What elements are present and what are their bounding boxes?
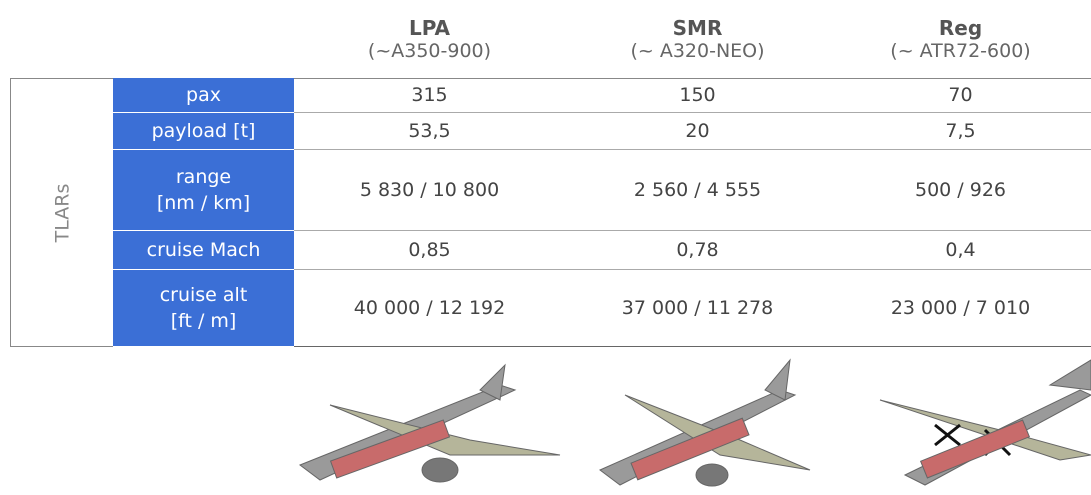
column-header: LPA (~A350-900) xyxy=(294,0,565,78)
table-cell: 0,78 xyxy=(565,231,830,270)
row-label-line: pax xyxy=(186,84,221,106)
row-label: pax xyxy=(113,78,294,113)
row-label-line: [ft / m] xyxy=(170,310,237,332)
table-cell: 70 xyxy=(830,78,1091,113)
table-cell: 0,85 xyxy=(294,231,565,270)
table-cell: 7,5 xyxy=(830,113,1091,150)
table-cell: 150 xyxy=(565,78,830,113)
cell-value: 5 830 / 10 800 xyxy=(359,179,500,201)
table-cell: 315 xyxy=(294,78,565,113)
column-header: Reg (~ ATR72-600) xyxy=(830,0,1091,78)
cell-value: 23 000 / 7 010 xyxy=(890,297,1031,319)
table-top-border xyxy=(113,78,1091,79)
row-label-line: cruise alt xyxy=(159,284,248,306)
column-title: LPA xyxy=(408,16,451,40)
column-title: Reg xyxy=(938,16,983,40)
cell-value: 2 560 / 4 555 xyxy=(633,179,762,201)
row-label: cruise alt [ft / m] xyxy=(113,270,294,347)
table-cell: 0,4 xyxy=(830,231,1091,270)
aircraft-images xyxy=(298,358,1091,487)
column-title: SMR xyxy=(672,16,723,40)
table-cell: 20 xyxy=(565,113,830,150)
cell-value: 0,4 xyxy=(945,239,976,261)
table-cell: 40 000 / 12 192 xyxy=(294,270,565,347)
cell-value: 20 xyxy=(685,120,710,142)
row-label-line: [nm / km] xyxy=(156,192,251,214)
row-label-line: payload [t] xyxy=(151,120,256,142)
cell-value: 70 xyxy=(948,84,973,106)
cell-value: 0,85 xyxy=(408,239,451,261)
aircraft-lpa xyxy=(298,363,561,483)
cell-value: 53,5 xyxy=(408,120,451,142)
row-label: cruise Mach xyxy=(113,231,294,270)
group-cell: TLARs xyxy=(10,78,113,347)
cell-value: 37 000 / 11 278 xyxy=(621,297,774,319)
row-label: range [nm / km] xyxy=(113,150,294,231)
table-cell: 500 / 926 xyxy=(830,150,1091,231)
cell-value: 40 000 / 12 192 xyxy=(353,297,506,319)
aircraft-smr xyxy=(599,358,811,487)
row-label: payload [t] xyxy=(113,113,294,150)
column-subtitle: (~ ATR72-600) xyxy=(890,40,1031,62)
cell-value: 150 xyxy=(679,84,716,106)
table-cell: 5 830 / 10 800 xyxy=(294,150,565,231)
table-cell: 2 560 / 4 555 xyxy=(565,150,830,231)
cell-value: 0,78 xyxy=(676,239,719,261)
table-cell: 23 000 / 7 010 xyxy=(830,270,1091,347)
column-subtitle: (~A350-900) xyxy=(367,40,492,62)
column-subtitle: (~ A320-NEO) xyxy=(630,40,765,62)
cell-value: 500 / 926 xyxy=(914,179,1006,201)
row-label-line: range xyxy=(175,166,232,188)
cell-value: 315 xyxy=(411,84,448,106)
table-cell: 53,5 xyxy=(294,113,565,150)
row-label-line: cruise Mach xyxy=(146,239,261,261)
cell-value: 7,5 xyxy=(945,120,976,142)
column-header: SMR (~ A320-NEO) xyxy=(565,0,830,78)
group-label: TLARs xyxy=(50,183,73,242)
aircraft-reg xyxy=(879,359,1091,486)
table-cell: 37 000 / 11 278 xyxy=(565,270,830,347)
